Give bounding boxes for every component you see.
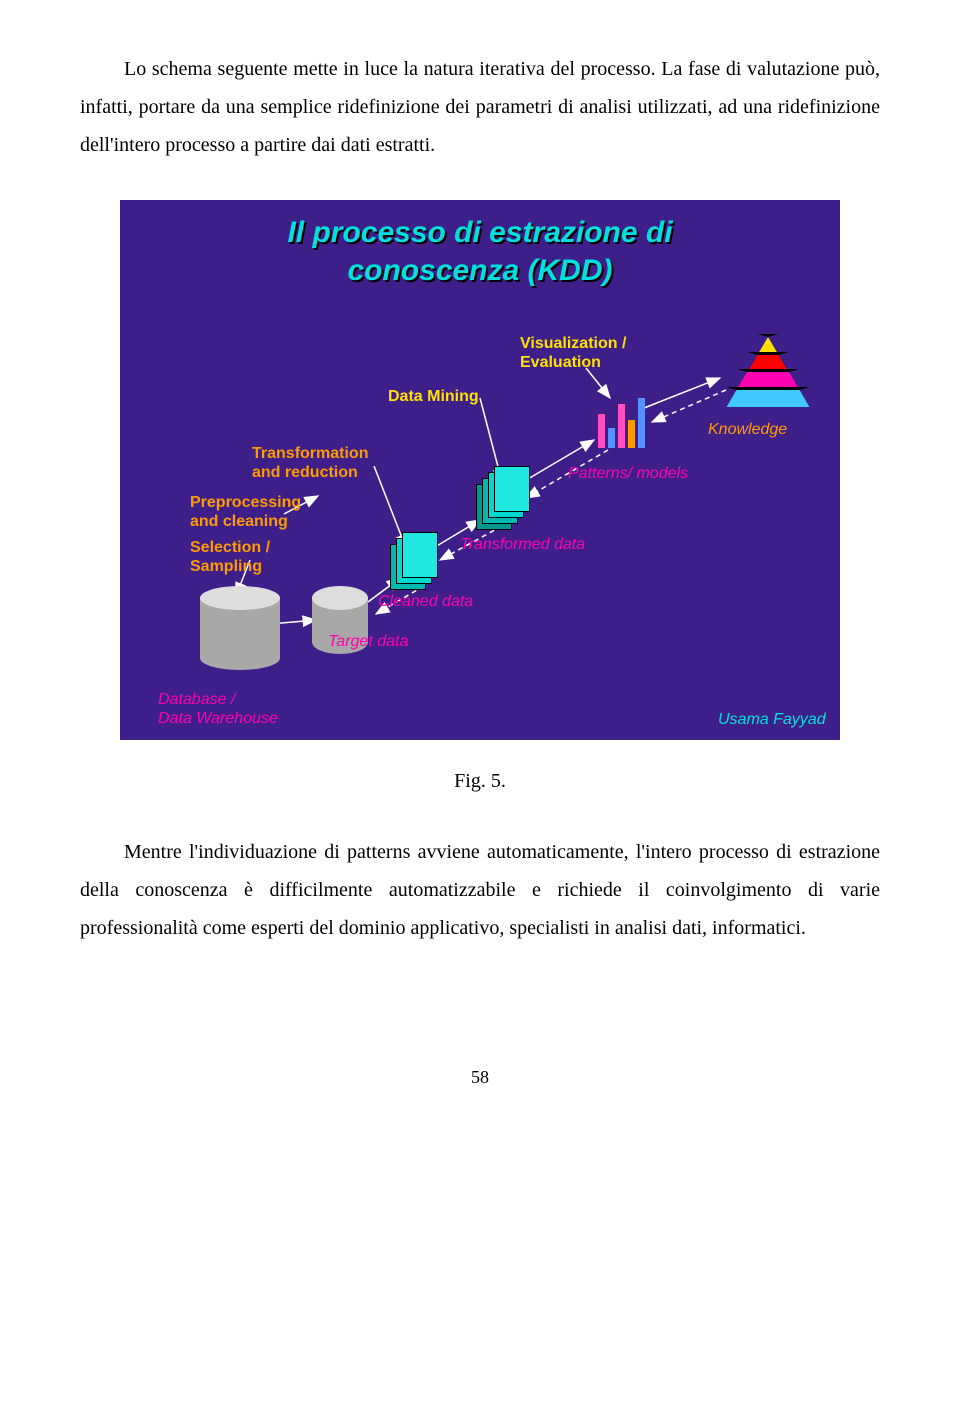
label-preprocessing: Preprocessing and cleaning [190,493,301,531]
kdd-diagram: Il processo di estrazione di conoscenza … [120,200,840,740]
body-paragraph: Mentre l'individuazione di patterns avvi… [80,833,880,947]
label-transformed-data: Transformed data [460,535,585,554]
label-datamining: Data Mining [388,387,479,406]
page-number: 58 [80,1067,880,1088]
figure-container: Il processo di estrazione di conoscenza … [80,200,880,740]
label-database: Database / Data Warehouse [158,690,278,728]
database-cylinder [200,598,280,670]
label-selection: Selection / Sampling [190,538,270,576]
patterns-bars [598,394,645,448]
label-cleaned-data: Cleaned data [378,592,473,611]
knowledge-pyramid [726,334,810,404]
label-knowledge: Knowledge [708,420,787,439]
label-target-data: Target data [328,632,408,651]
label-patterns: Patterns/ models [568,464,688,483]
label-visualization: Visualization / Evaluation [520,334,626,372]
document-page: Lo schema seguente mette in luce la natu… [0,0,960,1128]
figure-caption: Fig. 5. [80,770,880,793]
label-transformation: Transformation and reduction [252,444,368,482]
intro-paragraph: Lo schema seguente mette in luce la natu… [80,50,880,164]
label-author: Usama Fayyad [718,710,826,729]
